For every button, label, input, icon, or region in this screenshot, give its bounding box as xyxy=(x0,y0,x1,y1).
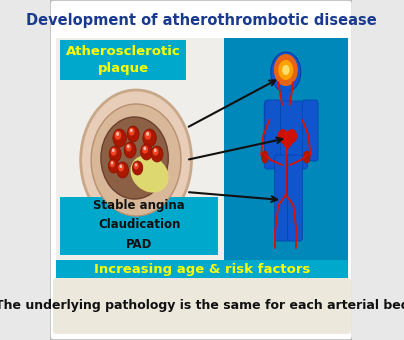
Circle shape xyxy=(120,165,122,168)
Circle shape xyxy=(142,146,148,154)
Text: Development of atherothrombotic disease: Development of atherothrombotic disease xyxy=(26,13,377,28)
Circle shape xyxy=(134,163,139,169)
Circle shape xyxy=(286,129,297,143)
Polygon shape xyxy=(278,138,297,150)
Text: Increasing age & risk factors: Increasing age & risk factors xyxy=(94,262,310,275)
Circle shape xyxy=(126,143,132,152)
Circle shape xyxy=(117,162,128,178)
Circle shape xyxy=(127,126,139,142)
Circle shape xyxy=(124,142,136,158)
Circle shape xyxy=(153,148,158,156)
Text: Atherosclerotic
plaque: Atherosclerotic plaque xyxy=(66,45,181,75)
Circle shape xyxy=(145,131,151,140)
Circle shape xyxy=(146,132,149,136)
Text: The underlying pathology is the same for each arterial bed: The underlying pathology is the same for… xyxy=(0,300,404,312)
Circle shape xyxy=(112,149,115,152)
Circle shape xyxy=(130,129,133,132)
FancyBboxPatch shape xyxy=(265,100,281,161)
Circle shape xyxy=(278,60,293,80)
Circle shape xyxy=(135,163,137,166)
Circle shape xyxy=(143,129,156,147)
Circle shape xyxy=(141,144,153,160)
FancyBboxPatch shape xyxy=(287,155,302,241)
Circle shape xyxy=(143,147,146,150)
Ellipse shape xyxy=(81,90,191,230)
Circle shape xyxy=(271,52,301,92)
Bar xyxy=(281,91,291,103)
Circle shape xyxy=(111,148,117,156)
Bar xyxy=(56,38,225,260)
Bar xyxy=(225,38,348,260)
Circle shape xyxy=(133,161,143,175)
Circle shape xyxy=(109,146,121,162)
Ellipse shape xyxy=(261,151,269,164)
Circle shape xyxy=(154,149,157,152)
Circle shape xyxy=(110,160,115,167)
Text: Stable angina
Claudication
PAD: Stable angina Claudication PAD xyxy=(93,199,185,252)
Ellipse shape xyxy=(91,104,181,216)
Bar xyxy=(61,40,186,80)
Bar xyxy=(61,197,218,255)
Circle shape xyxy=(115,131,121,140)
FancyBboxPatch shape xyxy=(53,278,351,334)
Circle shape xyxy=(128,128,135,136)
Ellipse shape xyxy=(130,155,169,193)
Circle shape xyxy=(113,129,126,147)
Circle shape xyxy=(118,164,124,172)
Circle shape xyxy=(151,146,163,162)
Ellipse shape xyxy=(101,117,168,199)
Ellipse shape xyxy=(303,151,311,164)
FancyBboxPatch shape xyxy=(264,101,307,169)
Circle shape xyxy=(108,159,119,173)
Bar xyxy=(56,38,348,278)
FancyBboxPatch shape xyxy=(50,0,352,340)
FancyBboxPatch shape xyxy=(275,155,290,241)
Circle shape xyxy=(278,129,288,143)
Circle shape xyxy=(116,132,119,136)
Circle shape xyxy=(274,54,298,86)
Circle shape xyxy=(127,144,130,148)
Circle shape xyxy=(111,161,113,164)
Circle shape xyxy=(282,65,290,75)
Bar xyxy=(56,260,348,278)
FancyBboxPatch shape xyxy=(302,100,318,161)
